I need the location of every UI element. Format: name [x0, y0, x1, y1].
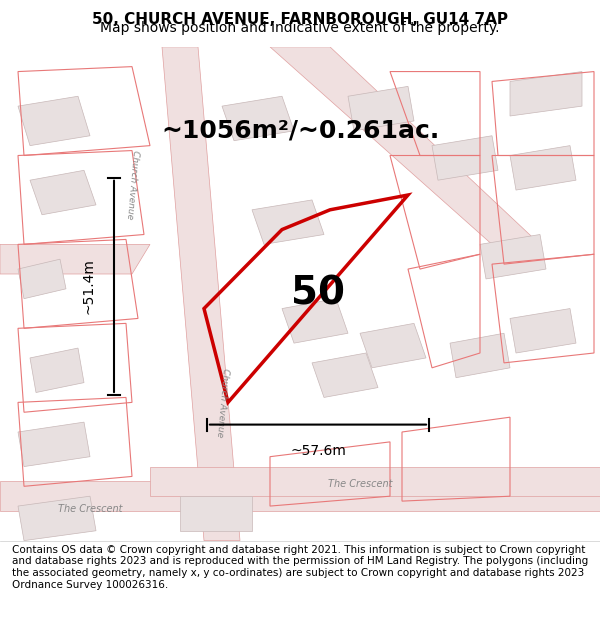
Polygon shape — [450, 333, 510, 378]
Polygon shape — [252, 200, 324, 244]
Polygon shape — [360, 323, 426, 368]
Polygon shape — [480, 234, 546, 279]
Polygon shape — [510, 71, 582, 116]
Polygon shape — [150, 466, 600, 496]
Polygon shape — [432, 136, 498, 180]
Polygon shape — [312, 353, 378, 398]
Polygon shape — [510, 146, 576, 190]
Polygon shape — [30, 170, 96, 215]
Text: The Crescent: The Crescent — [328, 479, 392, 489]
Polygon shape — [18, 496, 96, 541]
Polygon shape — [180, 496, 252, 531]
Text: ~51.4m: ~51.4m — [82, 258, 96, 314]
Text: ~1056m²/~0.261ac.: ~1056m²/~0.261ac. — [161, 119, 439, 142]
Text: Map shows position and indicative extent of the property.: Map shows position and indicative extent… — [100, 21, 500, 35]
Polygon shape — [0, 244, 150, 274]
Polygon shape — [270, 47, 540, 244]
Polygon shape — [510, 309, 576, 353]
Polygon shape — [282, 299, 348, 343]
Polygon shape — [18, 422, 90, 466]
Polygon shape — [162, 47, 240, 541]
Text: 50: 50 — [291, 275, 345, 312]
Polygon shape — [222, 96, 294, 141]
Text: Contains OS data © Crown copyright and database right 2021. This information is : Contains OS data © Crown copyright and d… — [12, 545, 588, 589]
Polygon shape — [18, 96, 90, 146]
Text: ~57.6m: ~57.6m — [290, 444, 346, 458]
Text: Church Avenue: Church Avenue — [215, 368, 229, 438]
Polygon shape — [18, 259, 66, 299]
Text: 50, CHURCH AVENUE, FARNBOROUGH, GU14 7AP: 50, CHURCH AVENUE, FARNBOROUGH, GU14 7AP — [92, 12, 508, 27]
Text: The Crescent: The Crescent — [58, 504, 122, 514]
Polygon shape — [348, 86, 414, 131]
Polygon shape — [0, 481, 600, 511]
Polygon shape — [30, 348, 84, 392]
Text: Church Avenue: Church Avenue — [125, 150, 139, 220]
